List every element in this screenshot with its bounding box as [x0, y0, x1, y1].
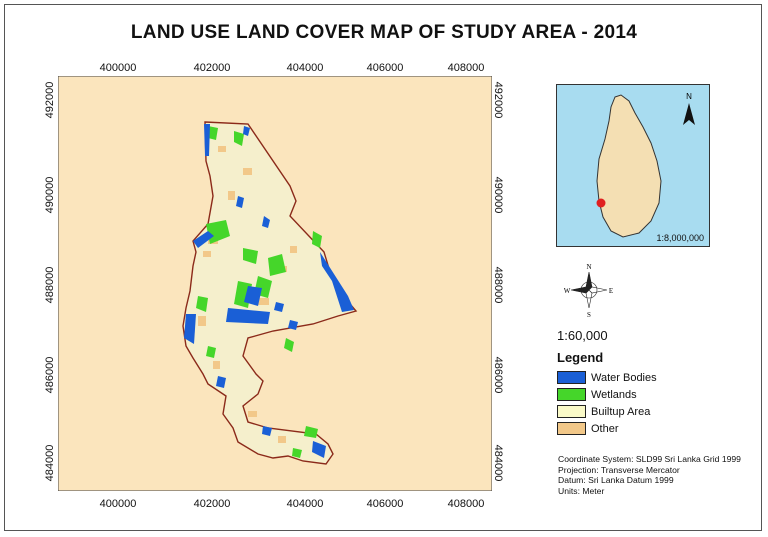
legend-swatch: [557, 388, 586, 401]
y-tick-left: 486000: [44, 356, 56, 394]
legend-label: Water Bodies: [591, 371, 657, 384]
inset-map-svg: N: [596, 92, 695, 238]
legend-label: Wetlands: [591, 388, 637, 401]
study-area-boundary: [182, 121, 358, 465]
x-tick-top: 404000: [286, 62, 324, 74]
x-tick-top: 400000: [99, 62, 137, 74]
compass-rose-icon: N S E W: [564, 262, 614, 319]
note-projection: Projection: Transverse Mercator: [558, 464, 680, 475]
x-tick-bottom: 402000: [193, 498, 231, 510]
y-tick-left: 484000: [44, 444, 56, 482]
x-tick-bottom: 406000: [366, 498, 404, 510]
legend-item-water: Water Bodies: [557, 371, 657, 384]
x-tick-top: 406000: [366, 62, 404, 74]
map-frame: [4, 4, 762, 531]
inset-north-label: N: [686, 92, 692, 101]
compass-n: N: [586, 263, 591, 271]
legend-item-other: Other: [557, 422, 619, 435]
main-map-svg: [58, 76, 492, 491]
compass-s: S: [587, 311, 591, 318]
map-title: LAND USE LAND COVER MAP OF STUDY AREA - …: [130, 22, 638, 43]
legend-label: Other: [591, 422, 619, 435]
x-tick-bottom: 400000: [99, 498, 137, 510]
map-notes: Coordinate System: SLD99 Sri Lanka Grid …: [558, 454, 741, 496]
legend-swatch: [557, 422, 586, 435]
x-tick-bottom: 404000: [286, 498, 324, 510]
main-map: [58, 76, 492, 491]
x-tick-top: 402000: [193, 62, 231, 74]
y-tick-right: 486000: [492, 356, 504, 394]
y-tick-right: 492000: [492, 81, 504, 119]
scale-text: 1:60,000: [557, 328, 608, 343]
inset-scale-label: 1:8,000,000: [656, 233, 704, 243]
y-tick-left: 492000: [44, 81, 56, 119]
y-tick-left: 488000: [44, 266, 56, 304]
note-coordinate-system: Coordinate System: SLD99 Sri Lanka Grid …: [558, 454, 741, 464]
inset-map: N 1:8,000,000: [556, 84, 710, 247]
legend-title: Legend: [557, 350, 604, 365]
compass-e: E: [609, 287, 613, 295]
y-tick-right: 484000: [492, 444, 504, 482]
water-patches: [184, 124, 354, 458]
note-datum: Datum: Sri Lanka Datum 1999: [558, 475, 674, 485]
y-tick-right: 488000: [492, 266, 504, 304]
legend-item-builtup: Builtup Area: [557, 405, 650, 418]
y-tick-left: 490000: [44, 176, 56, 214]
x-tick-bottom: 408000: [447, 498, 485, 510]
x-tick-top: 408000: [447, 62, 485, 74]
north-arrow-icon: [683, 103, 695, 125]
sri-lanka-outline: [596, 94, 662, 238]
y-tick-right: 490000: [492, 176, 504, 214]
legend-swatch: [557, 371, 586, 384]
legend-label: Builtup Area: [591, 405, 651, 418]
note-units: Units: Meter: [558, 485, 605, 496]
compass-w: W: [564, 287, 571, 295]
legend-item-wetlands: Wetlands: [557, 388, 637, 401]
study-area-marker: [596, 198, 606, 208]
legend-swatch: [557, 405, 586, 418]
